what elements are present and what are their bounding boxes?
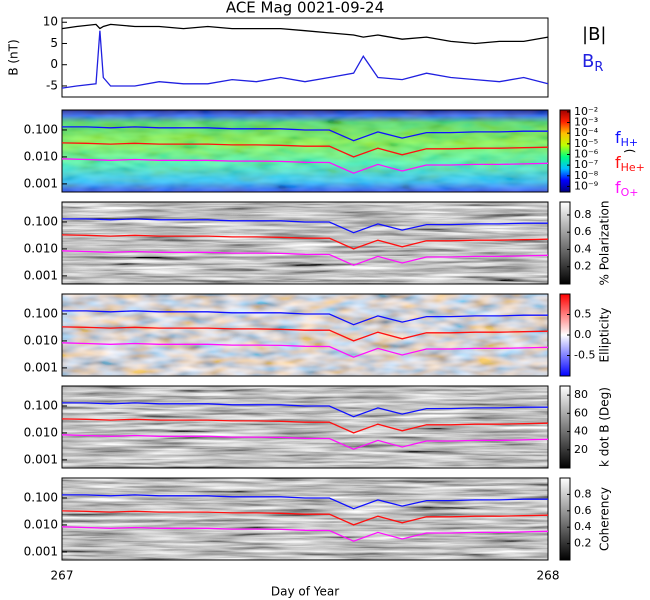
colorbar-tick-label: 0.4 [574,520,592,533]
colorbar-label: k dot B (Deg) [598,387,612,467]
legend-name: f [615,128,621,147]
colorbar [559,109,571,193]
y-tick-label: 0.001 [24,452,58,466]
colorbar-tick-label: 0.6 [574,504,592,517]
y-tick-label: 0.100 [24,214,58,228]
data-line [61,142,549,158]
data-line [61,434,549,450]
spectrogram-texture [62,386,548,468]
spectrogram-texture [62,202,548,284]
colorbar-label: Ellipticity [598,308,612,363]
spectrogram-texture [62,294,548,376]
legend-entry: fH+ [615,128,638,150]
colorbar-label: % Polarization [598,201,612,286]
plot-frame [61,477,549,561]
legend-name: B [582,51,594,72]
colorbar-tick-label: 80 [574,388,588,401]
y-tick-label: 0.010 [24,149,58,163]
data-line [61,158,549,174]
data-line [61,234,549,250]
y-tick-label: 0.100 [24,306,58,320]
y-tick-label: 0.001 [24,176,58,190]
data-line [61,526,549,542]
legend-entry: |B| [582,24,606,45]
colorbar-tick-label: 60 [574,406,588,419]
colorbar-label: ) [623,149,637,154]
legend-entry: fO+ [615,178,639,200]
colorbar-label: Coherency [598,487,612,551]
colorbar-tick-label: 0.6 [574,225,592,238]
colorbar-tick-label: 10⁻⁴ [574,126,599,139]
plot-frame [61,293,549,377]
colorbar-tick-label: 0.5 [574,308,592,321]
data-line [61,23,549,45]
colorbar-tick-label: 0.2 [574,537,592,550]
legend-sub: O+ [621,186,639,199]
spectrogram-texture [62,478,548,560]
legend-entry: BR [582,51,603,75]
data-line [61,326,549,342]
y-tick-label: -5 [46,78,58,92]
y-tick-label: 5 [50,36,58,50]
legend-name: |B| [582,24,606,45]
y-tick-label: 10 [43,15,58,29]
legend-sub: R [594,60,603,75]
colorbar-tick-label: 0.0 [574,328,592,341]
y-tick-label: 0 [50,57,58,71]
legend-name: f [615,178,621,197]
data-line [61,250,549,266]
y-tick-label: 0.001 [24,360,58,374]
colorbar-tick-label: 10⁻⁶ [574,147,599,160]
x-tick-label: 268 [537,569,560,583]
y-axis-label: B (nT) [7,39,21,75]
legend-sub: He+ [621,161,645,174]
x-tick-label: 267 [51,569,74,583]
data-line [62,402,548,418]
y-tick-label: 0.010 [24,517,58,531]
legend-sub: H+ [621,136,639,149]
data-line [61,418,549,434]
plot-frame [61,201,549,285]
colorbar-tick-label: 10⁻⁸ [574,169,599,182]
y-tick-label: 0.100 [24,398,58,412]
spectrogram-texture [62,110,548,192]
colorbar-tick-label: 10⁻⁹ [574,179,598,192]
chart-title: ACE Mag 0021-09-24 [226,0,384,17]
y-tick-label: 0.100 [24,122,58,136]
data-line [61,342,549,358]
colorbar-tick-label: 10⁻⁵ [574,137,598,150]
plot-frame [61,385,549,469]
colorbar [559,477,571,561]
data-line [62,494,548,510]
x-axis-label: Day of Year [271,585,339,599]
legend-entry: fHe+ [615,153,645,175]
y-tick-label: 0.100 [24,490,58,504]
colorbar-tick-label: 0.4 [574,242,592,255]
colorbar-tick-label: 0.2 [574,260,592,273]
y-tick-label: 0.010 [24,241,58,255]
colorbar-tick-label: 0.8 [574,208,592,221]
y-tick-label: 0.010 [24,425,58,439]
y-tick-label: 0.001 [24,544,58,558]
colorbar-tick-label: 10⁻⁷ [574,158,598,171]
colorbar-tick-label: 10⁻² [574,105,598,118]
colorbar-tick-label: -0.5 [574,349,595,362]
data-line [61,510,549,526]
colorbar-tick-label: 10⁻³ [574,116,598,129]
colorbar [559,201,571,285]
data-line [62,310,548,326]
colorbar-tick-label: 40 [574,425,588,438]
plot-area [61,17,549,98]
colorbar-tick-label: 20 [574,443,588,456]
plot-frame [61,109,549,193]
data-line [62,218,548,234]
y-tick-label: 0.010 [24,333,58,347]
colorbar-tick-label: 0.8 [574,487,592,500]
legend-name: f [615,153,621,172]
colorbar [559,385,571,469]
data-line [61,30,549,89]
data-line [62,126,548,142]
y-tick-label: 0.001 [24,268,58,282]
